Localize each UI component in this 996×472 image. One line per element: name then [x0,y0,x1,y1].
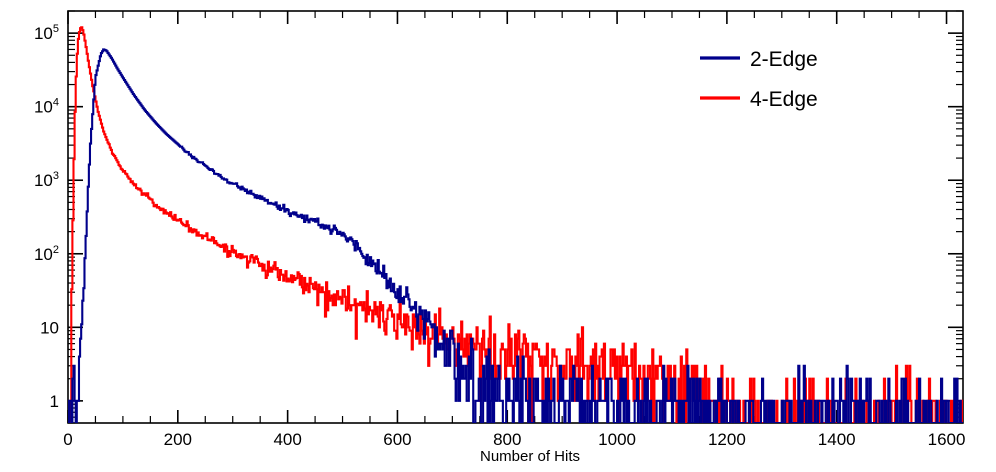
x-axis-tick-label: 600 [383,430,411,449]
y-axis-tick-label: 105 [34,23,59,43]
plot-legend[interactable]: 2-Edge 4-Edge [700,48,818,111]
x-axis-tick-label: 800 [493,430,521,449]
series-4-edge [68,26,963,423]
y-axis-tick-labels: 1 10 102 103 104 105 [34,23,59,411]
y-axis-tick-label: 102 [34,244,59,264]
y-axis-tick-label: 10 [40,318,59,337]
x-axis-tick-label: 200 [164,430,192,449]
plot-frame [67,10,964,424]
x-axis-tick-label: 1400 [818,430,856,449]
legend-label: 4-Edge [750,88,818,111]
legend-label: 2-Edge [750,48,818,71]
series-2-edge [68,48,963,423]
x-axis-tick-label: 1000 [598,430,636,449]
x-axis-title: Number of Hits [480,448,580,465]
x-axis-tick-label: 1600 [928,430,966,449]
x-axis-tick-labels: 0 200 400 600 800 1000 1200 1400 1600 [63,430,965,449]
histogram-curve-2-edge [68,48,963,423]
x-axis-tick-label: 0 [63,430,72,449]
y-axis-tick-label: 1 [50,392,59,411]
y-axis-tick-label: 103 [34,170,59,190]
legend-entry-4-edge[interactable]: 4-Edge [700,88,818,111]
x-axis-tick-label: 1200 [708,430,746,449]
y-axis-tick-label: 104 [34,97,59,117]
legend-entry-2-edge[interactable]: 2-Edge [700,48,818,71]
histogram-curve-4-edge [68,26,963,423]
x-axis-tick-label: 400 [273,430,301,449]
